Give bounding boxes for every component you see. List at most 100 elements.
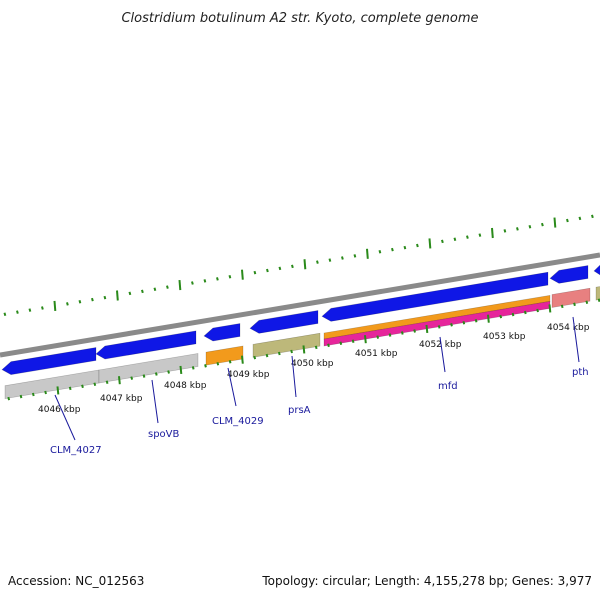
inner-major-tick [241,355,244,364]
inner-minor-tick [191,366,195,370]
inner-minor-tick [277,351,281,356]
outer-minor-tick [103,295,107,300]
inner-major-tick [179,365,183,375]
outer-minor-tick [28,308,32,312]
inner-major-tick [548,304,552,313]
gene-spovb [98,353,199,384]
outer-minor-tick [253,270,257,275]
outer-minor-tick [153,287,157,292]
outer-minor-tick [578,216,582,221]
inner-minor-tick [7,396,11,401]
outer-minor-tick [391,247,394,252]
inner-minor-tick [228,359,232,364]
inner-minor-tick [154,372,158,376]
inner-major-tick [487,314,490,323]
outer-minor-tick [528,224,532,229]
scale-label-6: 4052 kbp [419,340,462,350]
outer-minor-tick [291,264,294,269]
outer-minor-tick [41,306,44,310]
genome-summary: Topology: circular; Length: 4,155,278 bp… [262,574,592,588]
outer-minor-tick [216,277,219,281]
leader-line-prsA [291,355,297,398]
outer-minor-tick [141,289,144,294]
genome-backbone [0,252,600,358]
inner-minor-tick [105,380,109,384]
inner-major-tick [302,345,306,354]
gene-label-pth: pth [572,367,589,378]
outer-minor-tick [566,218,569,223]
cds-pth [549,265,589,284]
outer-minor-tick [316,260,319,264]
inner-minor-tick [499,314,503,319]
outer-major-tick [303,259,307,270]
accession-label: Accession: NC_012563 [8,574,145,588]
outer-minor-tick [278,266,282,271]
inner-minor-tick [573,302,576,307]
outer-minor-tick [16,310,19,314]
outer-minor-tick [441,239,444,244]
outer-minor-tick [3,312,7,317]
inner-minor-tick [462,321,466,325]
leader-line-spoVB [151,379,159,424]
inner-minor-tick [437,325,441,329]
gene-label-mfd: mfd [438,381,458,392]
inner-minor-tick [167,370,170,374]
scale-label-1: 4047 kbp [100,394,143,404]
inner-minor-tick [597,298,600,302]
outer-major-tick [241,269,244,280]
gene-next [595,286,600,301]
inner-minor-tick [376,335,380,339]
inner-minor-tick [31,392,35,397]
inner-minor-tick [216,362,220,366]
outer-minor-tick [66,302,69,306]
outer-major-tick [116,290,119,301]
outer-major-tick [428,238,432,249]
gene-clm4027 [4,369,100,400]
outer-minor-tick [266,268,269,273]
outer-major-tick [178,280,182,291]
inner-minor-tick [204,364,207,368]
outer-minor-tick [328,258,332,262]
inner-minor-tick [253,355,257,360]
inner-minor-tick [523,310,527,315]
gene-track [4,286,600,400]
scale-label-3: 4049 kbp [227,370,270,380]
outer-minor-tick [453,237,457,242]
gene-label-spoVB: spoVB [148,429,180,440]
outer-minor-tick [403,245,407,250]
gene-prsa [252,332,321,358]
outer-minor-tick [353,254,357,258]
scale-labels: 4046 kbp 4047 kbp 4048 kbp 4049 kbp 4050 kbp… [38,323,590,415]
outer-major-tick [553,217,557,228]
inner-minor-tick [265,353,269,358]
leader-line-mfd [439,336,446,373]
inner-major-tick [56,386,60,395]
cds-track [1,264,600,375]
leader-line-CLM_4029 [227,367,237,407]
scale-label-4: 4050 kbp [291,359,334,369]
outer-minor-tick [541,222,544,227]
cds-mfd [321,271,549,322]
outer-minor-tick [191,281,194,285]
inner-minor-tick [81,384,84,389]
outer-minor-tick [203,279,207,283]
inner-minor-tick [68,386,72,391]
inner-minor-tick [327,343,330,348]
gene-labels: CLM_4027 spoVB CLM_4029 prsA mfd pth [50,316,589,456]
outer-minor-tick [128,291,132,296]
inner-major-tick [425,324,429,334]
gene-pth [551,287,591,308]
inner-minor-tick [450,323,453,327]
scale-label-0: 4046 kbp [38,405,81,415]
outer-minor-tick [478,233,482,237]
inner-minor-tick [314,345,318,350]
outer-major-tick [491,227,494,239]
outer-minor-tick [466,235,469,239]
outer-minor-tick [228,274,232,279]
outer-major-tick [366,248,369,259]
inner-minor-tick [536,308,539,313]
inner-tick-ring [7,298,600,401]
scale-label-7: 4053 kbp [483,332,526,342]
inner-minor-tick [585,300,589,305]
inner-major-tick [364,335,367,344]
